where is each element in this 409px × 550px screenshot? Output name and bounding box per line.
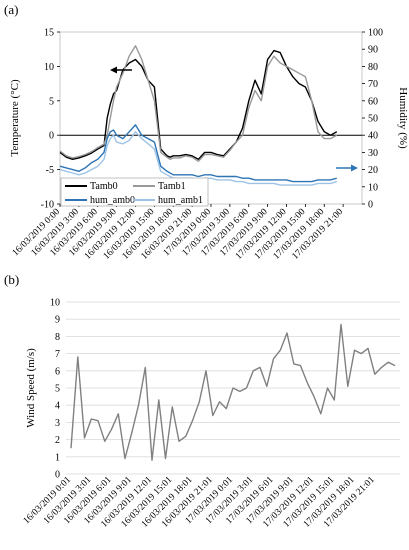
wind-speed-tick-label: 8 xyxy=(55,332,60,343)
legend-label-hum-amb0: hum_amb0 xyxy=(90,195,135,206)
wind-speed-line xyxy=(70,323,396,461)
wind-speed-axis-label: Wind Speed (m/s) xyxy=(25,348,37,428)
series-line-tamb0 xyxy=(59,49,338,161)
humidity-tick-label: 80 xyxy=(368,62,378,73)
temperature-tick-label: 15 xyxy=(44,28,54,39)
temperature-axis-label: Temperature (°C) xyxy=(9,79,21,157)
right-arrow-icon xyxy=(336,164,358,172)
humidity-tick-label: 30 xyxy=(368,148,378,159)
legend-box xyxy=(60,177,209,207)
wind-speed-tick-label: 9 xyxy=(55,315,60,326)
legend-label-hum-amb1: hum_amb1 xyxy=(158,195,203,206)
humidity-tick-label: 20 xyxy=(368,165,378,176)
temperature-tick-label: 10 xyxy=(44,62,54,73)
series-line-hum-amb0 xyxy=(59,124,337,183)
humidity-tick-label: 50 xyxy=(368,114,378,125)
humidity-axis-label: Humidity (%) xyxy=(397,87,409,149)
humidity-tick-label: 90 xyxy=(368,45,378,56)
humidity-tick-label: 40 xyxy=(368,131,378,142)
series-line-tamb1 xyxy=(59,45,338,163)
series-group-a xyxy=(59,45,338,186)
temperature-tick-label: 0 xyxy=(49,131,54,142)
temperature-tick-label: -10 xyxy=(41,200,54,211)
humidity-tick-label: 100 xyxy=(368,28,383,39)
humidity-tick-label: 10 xyxy=(368,182,378,193)
humidity-tick-label: 60 xyxy=(368,96,378,107)
wind-speed-tick-label: 10 xyxy=(50,298,60,309)
legend-label-tamb0: Tamb0 xyxy=(90,181,118,192)
wind-speed-tick-label: 6 xyxy=(55,366,60,377)
wind-speed-tick-label: 7 xyxy=(55,349,60,360)
series-group-b xyxy=(70,323,396,461)
wind-speed-tick-label: 0 xyxy=(55,470,60,481)
temperature-axis: 15 10 5 0 -5 -10 xyxy=(41,28,362,211)
wind-speed-tick-label: 1 xyxy=(55,452,60,463)
left-arrow-icon xyxy=(110,66,132,74)
humidity-tick-label: 70 xyxy=(368,79,378,90)
panel-label-b: (b) xyxy=(4,272,19,287)
temperature-tick-label: 5 xyxy=(49,96,54,107)
panel-label-a: (a) xyxy=(4,2,18,17)
wind-speed-tick-label: 3 xyxy=(55,418,60,429)
legend-label-tamb1: Tamb1 xyxy=(158,181,186,192)
humidity-tick-label: 0 xyxy=(368,200,373,211)
wind-speed-tick-label: 5 xyxy=(55,384,60,395)
legend: Tamb0 Tamb1 hum_amb0 hum_amb1 xyxy=(60,177,209,207)
temperature-tick-label: -5 xyxy=(46,165,54,176)
wind-speed-tick-label: 4 xyxy=(55,401,60,412)
wind-speed-tick-label: 2 xyxy=(55,435,60,446)
